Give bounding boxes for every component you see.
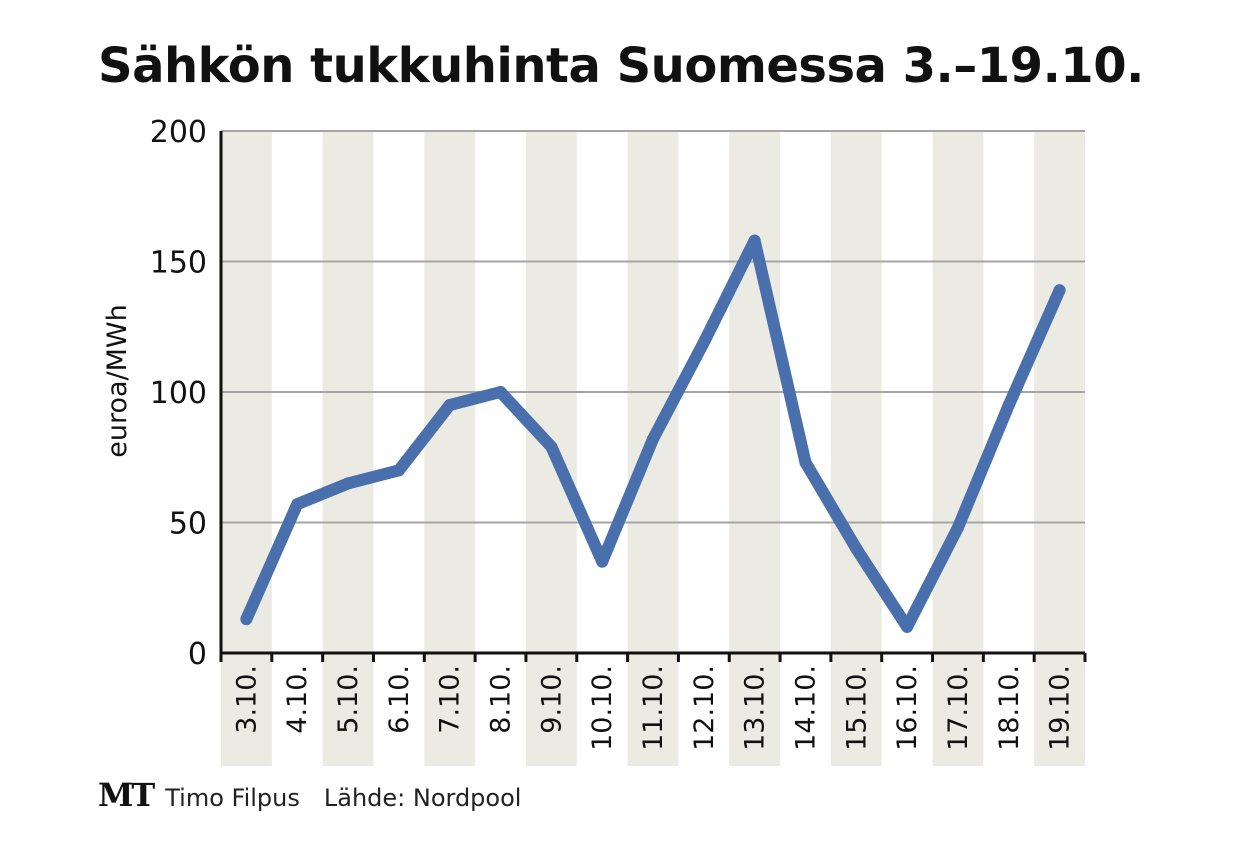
x-category-label: 3.10.	[231, 665, 262, 734]
x-category-label: 19.10.	[1045, 665, 1076, 751]
x-category-label: 12.10.	[689, 665, 720, 751]
x-category-label: 5.10.	[333, 665, 364, 734]
y-tick-labels: 0 50 100 150 200	[150, 115, 207, 672]
data-point	[1002, 399, 1015, 412]
x-category-label: 8.10.	[486, 665, 517, 734]
data-point	[647, 432, 659, 445]
x-category-label: 4.10.	[282, 665, 313, 734]
author-credit: Timo Filpus	[165, 784, 300, 812]
x-category-label: 16.10.	[892, 665, 923, 751]
data-point	[545, 440, 558, 453]
data-point	[494, 386, 507, 398]
data-point	[1053, 284, 1066, 297]
x-category-label: 7.10.	[435, 665, 466, 734]
chart-title: Sähkön tukkuhinta Suomessa 3.–19.10.	[98, 38, 1144, 94]
data-point	[342, 477, 355, 490]
x-category-label: 11.10.	[638, 665, 669, 751]
series-line-group	[240, 234, 1066, 633]
column-band	[424, 131, 476, 766]
data-point	[697, 336, 710, 349]
x-category-label: 6.10.	[384, 665, 415, 734]
data-point	[951, 521, 964, 534]
axes	[219, 131, 1087, 662]
data-point	[443, 399, 456, 412]
y-tick-label: 100	[150, 376, 207, 411]
column-band	[322, 131, 374, 766]
y-tick-label: 200	[150, 115, 207, 150]
data-point	[392, 464, 405, 477]
y-axis-title: euroa/MWh	[102, 304, 133, 458]
x-category-label: 17.10.	[943, 665, 974, 751]
x-category-label: 14.10.	[790, 665, 821, 751]
gridlines	[221, 130, 1085, 524]
data-point	[291, 498, 304, 511]
x-category-label: 13.10.	[740, 665, 771, 751]
data-point	[850, 542, 863, 555]
column-band	[830, 131, 882, 766]
data-point	[596, 555, 609, 568]
x-category-label: 18.10.	[994, 665, 1025, 751]
y-tick-label: 150	[150, 246, 207, 281]
x-category-label: 9.10.	[536, 665, 567, 734]
column-band	[221, 131, 272, 766]
publisher-logo: MT	[98, 776, 155, 814]
column-band	[1034, 131, 1085, 766]
data-point	[799, 456, 812, 469]
column-band	[932, 131, 984, 766]
x-category-label: 15.10.	[841, 665, 872, 751]
data-source: Lähde: Nordpool	[323, 784, 522, 812]
y-tick-label: 50	[169, 507, 207, 542]
footer: MT Timo Filpus Lähde: Nordpool	[98, 776, 521, 814]
data-point	[901, 620, 914, 633]
x-category-label: 10.10.	[587, 665, 618, 751]
data-point	[240, 613, 253, 626]
y-tick-label: 0	[188, 637, 207, 672]
data-point	[748, 234, 761, 247]
x-category-labels: 3.10. 4.10. 5.10. 6.10. 7.10. 8.10. 9.10. 10.10…	[231, 665, 1075, 751]
